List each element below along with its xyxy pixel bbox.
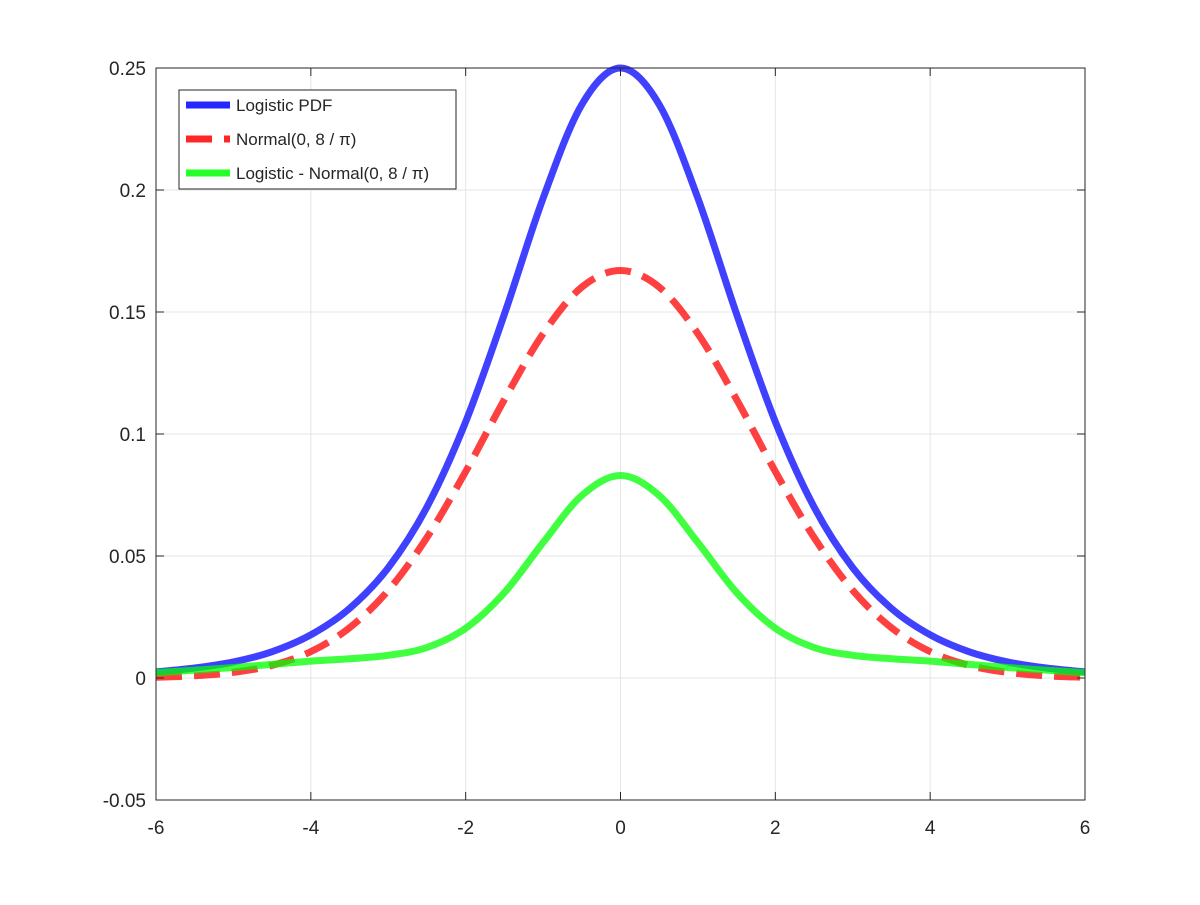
legend-entry-difference: Logistic - Normal(0, 8 / π) bbox=[186, 164, 429, 183]
y-tick-label: 0 bbox=[135, 669, 146, 690]
legend-label: Logistic PDF bbox=[236, 96, 332, 115]
x-tick-label: 6 bbox=[1080, 818, 1091, 839]
legend-entry-normal: Normal(0, 8 / π) bbox=[186, 130, 356, 149]
series-line-difference bbox=[155, 471, 1086, 677]
x-tick-label: 4 bbox=[925, 818, 936, 839]
x-tick-label: 0 bbox=[615, 818, 626, 839]
legend-label: Logistic - Normal(0, 8 / π) bbox=[236, 164, 429, 183]
y-tick-label: 0.05 bbox=[109, 547, 146, 568]
y-tick-label: -0.05 bbox=[103, 791, 146, 812]
legend: Logistic PDF Normal(0, 8 / π) Logistic - N… bbox=[178, 89, 457, 190]
series-line-normal bbox=[155, 267, 1086, 681]
x-tick-label: -4 bbox=[302, 818, 319, 839]
axes-box bbox=[155, 67, 1086, 801]
grid-lines bbox=[156, 68, 1085, 800]
x-tick-label: -2 bbox=[457, 818, 474, 839]
y-tick-label: 0.2 bbox=[120, 181, 146, 202]
legend-entry-logistic-pdf: Logistic PDF bbox=[186, 96, 332, 115]
tick-labels: -6 -4 -2 0 2 4 6 -0.05 0 0.05 0.1 0.15 0.2 0.25 bbox=[103, 59, 1091, 839]
x-tick-label: -6 bbox=[148, 818, 165, 839]
legend-label: Normal(0, 8 / π) bbox=[236, 130, 356, 149]
x-tick-label: 2 bbox=[770, 818, 781, 839]
y-tick-label: 0.15 bbox=[109, 303, 146, 324]
y-tick-label: 0.1 bbox=[120, 425, 146, 446]
y-tick-label: 0.25 bbox=[109, 59, 146, 80]
